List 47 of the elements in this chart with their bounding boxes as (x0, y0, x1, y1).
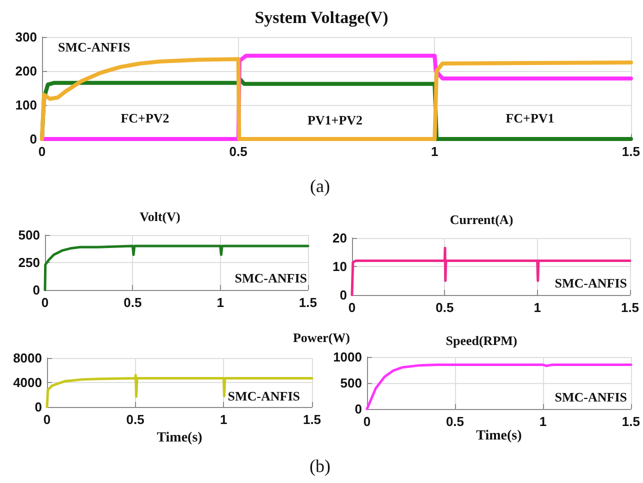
x-tick-label: 0.5 (436, 300, 454, 315)
annotation: SMC-ANFIS (554, 390, 627, 404)
x-tick-label: 1.5 (622, 144, 640, 159)
chart-title: System Voltage(V) (254, 8, 388, 27)
x-tick-label: 1 (216, 295, 224, 310)
x-tick-label: 1 (431, 144, 438, 159)
x-tick-label: 0.5 (446, 414, 464, 429)
x-tick-label: 0.5 (229, 144, 248, 159)
x-tick-label: 0.5 (124, 295, 142, 310)
chart-title: Current(A) (450, 212, 514, 227)
y-tick-label: 0 (30, 132, 37, 146)
y-tick-label: 0 (32, 282, 40, 298)
chart-title: Volt(V) (140, 209, 180, 224)
x-tick-label: 1.5 (302, 412, 322, 427)
x-tick-label: 1 (220, 412, 228, 427)
y-tick-label: 10 (332, 259, 347, 274)
y-tick-label: 0 (354, 402, 362, 416)
annotation: FC+PV2 (120, 110, 170, 126)
text: (a) (310, 176, 330, 196)
annotation: SMC-ANFIS (554, 276, 627, 290)
chart-title: Power(W) (292, 330, 350, 345)
x-tick-label: 0.5 (126, 412, 144, 427)
annotation: SMC-ANFIS (234, 270, 307, 286)
y-tick-label: 250 (18, 255, 40, 270)
annotation: FC+PV1 (506, 110, 554, 126)
x-axis-title: Time(s) (156, 430, 203, 446)
annotation: SMC-ANFIS (228, 388, 300, 404)
y-tick-label: 500 (340, 376, 362, 390)
x-tick-label: 1.5 (298, 295, 318, 310)
annotation: SMC-ANFIS (58, 40, 130, 54)
y-tick-label: 8000 (13, 350, 42, 366)
text: (b) (310, 456, 330, 476)
x-axis-title: Time(s) (476, 428, 522, 444)
y-tick-label: 1000 (333, 350, 362, 364)
y-tick-label: 300 (15, 30, 37, 44)
x-tick-label: 1 (534, 300, 541, 315)
x-tick-label: 1.5 (622, 414, 640, 429)
y-tick-label: 100 (15, 98, 37, 112)
y-tick-label: 0 (34, 400, 42, 414)
x-tick-label: 1 (539, 414, 547, 429)
y-tick-label: 200 (15, 64, 37, 78)
chart-title: Speed(RPM) (446, 333, 518, 348)
y-tick-label: 20 (332, 230, 347, 246)
y-tick-label: 500 (18, 228, 40, 242)
y-tick-label: 4000 (13, 375, 42, 390)
x-tick-label: 1.5 (620, 300, 640, 315)
annotation: PV1+PV2 (307, 112, 363, 128)
